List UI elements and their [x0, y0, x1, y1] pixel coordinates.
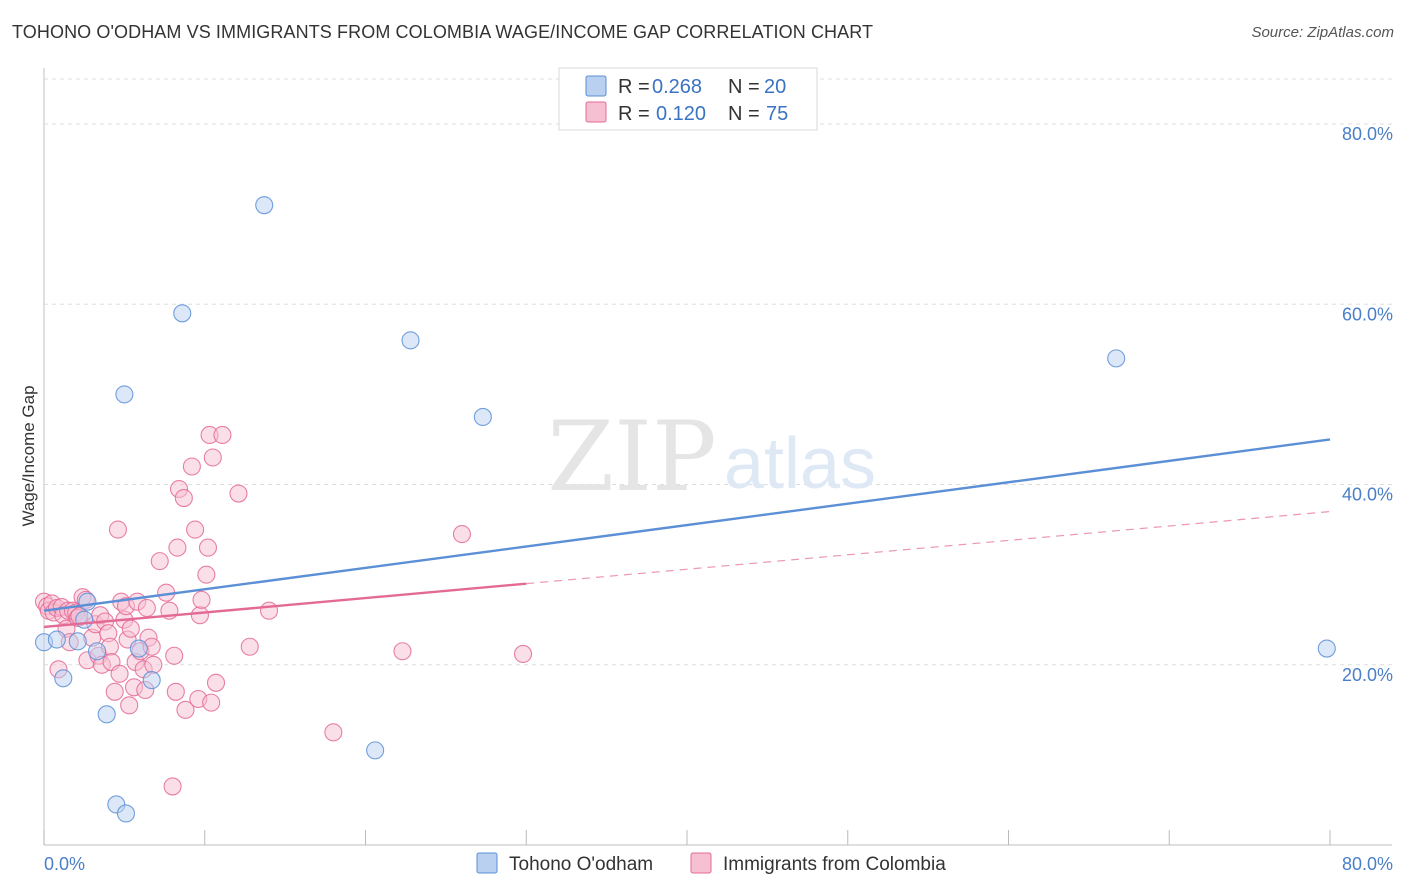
- bottom-legend: Tohono O'odham Immigrants from Colombia: [476, 852, 946, 875]
- colombia-point: [203, 448, 222, 467]
- colombia-point: [393, 642, 412, 661]
- watermark-atlas: atlas: [724, 424, 876, 504]
- series-colombia-points: [34, 425, 533, 796]
- y-axis-label: Wage/Income Gap: [19, 385, 38, 526]
- x-ticks: [43, 830, 1331, 845]
- bottom-legend-label-tohono: Tohono O'odham: [509, 854, 653, 875]
- x-tick-label-right: 80.0%: [1342, 854, 1393, 874]
- colombia-point: [186, 520, 205, 539]
- trend-line-colombia: [43, 582, 527, 629]
- tohono-point: [129, 639, 148, 658]
- colombia-point: [144, 655, 163, 674]
- legend-r-label-tohono: R =: [618, 76, 650, 98]
- colombia-point: [108, 520, 127, 539]
- tohono-point: [1107, 349, 1126, 368]
- source-credit: Source: ZipAtlas.com: [1251, 24, 1394, 41]
- tohono-point: [116, 804, 136, 823]
- grid: [44, 78, 1392, 666]
- colombia-point: [110, 664, 129, 683]
- colombia-point: [120, 696, 139, 715]
- trend-lines: [43, 438, 1331, 629]
- colombia-point: [192, 590, 211, 609]
- colombia-point: [165, 646, 184, 665]
- colombia-point: [150, 552, 169, 571]
- legend-r-value-tohono: 0.268: [652, 76, 702, 98]
- watermark: ZIP atlas: [547, 401, 876, 513]
- colombia-point: [174, 488, 193, 508]
- tohono-point: [255, 196, 274, 215]
- bottom-legend-label-colombia: Immigrants from Colombia: [723, 854, 946, 875]
- trend-line-tohono: [43, 438, 1331, 612]
- tohono-point: [87, 642, 107, 661]
- tohono-point: [115, 385, 134, 404]
- y-tick-labels: 20.0% 40.0% 60.0% 80.0%: [1342, 124, 1393, 685]
- colombia-point: [229, 484, 248, 503]
- colombia-point: [182, 457, 201, 476]
- tohono-point: [75, 610, 94, 629]
- watermark-zip: ZIP: [547, 401, 716, 513]
- tohono-point: [142, 671, 161, 690]
- tohono-point: [1317, 639, 1336, 658]
- colombia-point: [324, 723, 343, 742]
- tohono-point: [366, 741, 385, 760]
- legend-n-label-colombia: N =: [728, 103, 760, 125]
- tohono-point: [97, 705, 116, 724]
- tohono-point: [47, 630, 66, 649]
- tohono-point: [473, 407, 492, 426]
- legend-n-value-colombia: 75: [766, 103, 788, 125]
- axes: [43, 68, 1392, 846]
- legend: R = 0.268 N = 20 R = 0.120 N = 75: [558, 67, 818, 131]
- y-tick-label: 80.0%: [1342, 124, 1393, 144]
- colombia-point: [513, 644, 533, 664]
- colombia-point: [176, 700, 195, 719]
- y-tick-label: 40.0%: [1342, 485, 1393, 505]
- legend-swatch-colombia: [585, 101, 607, 123]
- y-tick-label: 60.0%: [1342, 304, 1393, 324]
- bottom-legend-swatch-colombia: [690, 852, 712, 874]
- tohono-point: [173, 304, 192, 323]
- colombia-point: [198, 538, 218, 557]
- legend-n-value-tohono: 20: [764, 76, 786, 98]
- tohono-point: [54, 669, 73, 688]
- tohono-point: [401, 331, 420, 350]
- bottom-legend-swatch-tohono: [476, 852, 498, 874]
- colombia-point: [190, 606, 209, 625]
- legend-r-label-colombia: R =: [618, 103, 650, 125]
- legend-swatch-tohono: [585, 75, 607, 97]
- colombia-point: [168, 538, 187, 557]
- colombia-point: [213, 425, 232, 445]
- legend-r-value-colombia: 0.120: [656, 103, 706, 125]
- y-tick-label: 20.0%: [1342, 665, 1393, 685]
- tohono-point: [78, 592, 97, 611]
- colombia-point: [166, 682, 185, 701]
- colombia-point: [105, 682, 124, 701]
- colombia-point: [197, 565, 216, 584]
- colombia-point: [259, 601, 279, 620]
- colombia-point: [202, 693, 221, 712]
- colombia-point: [137, 598, 156, 618]
- colombia-point: [206, 673, 226, 692]
- colombia-point: [163, 777, 182, 796]
- colombia-point: [121, 619, 140, 638]
- x-tick-label-left: 0.0%: [44, 854, 85, 874]
- colombia-point: [452, 525, 472, 544]
- chart-title: TOHONO O'ODHAM VS IMMIGRANTS FROM COLOMB…: [12, 22, 874, 42]
- tohono-point: [68, 632, 87, 651]
- trend-line-colombia-dashed: [526, 510, 1331, 585]
- colombia-point: [240, 637, 259, 656]
- legend-n-label-tohono: N =: [728, 76, 760, 98]
